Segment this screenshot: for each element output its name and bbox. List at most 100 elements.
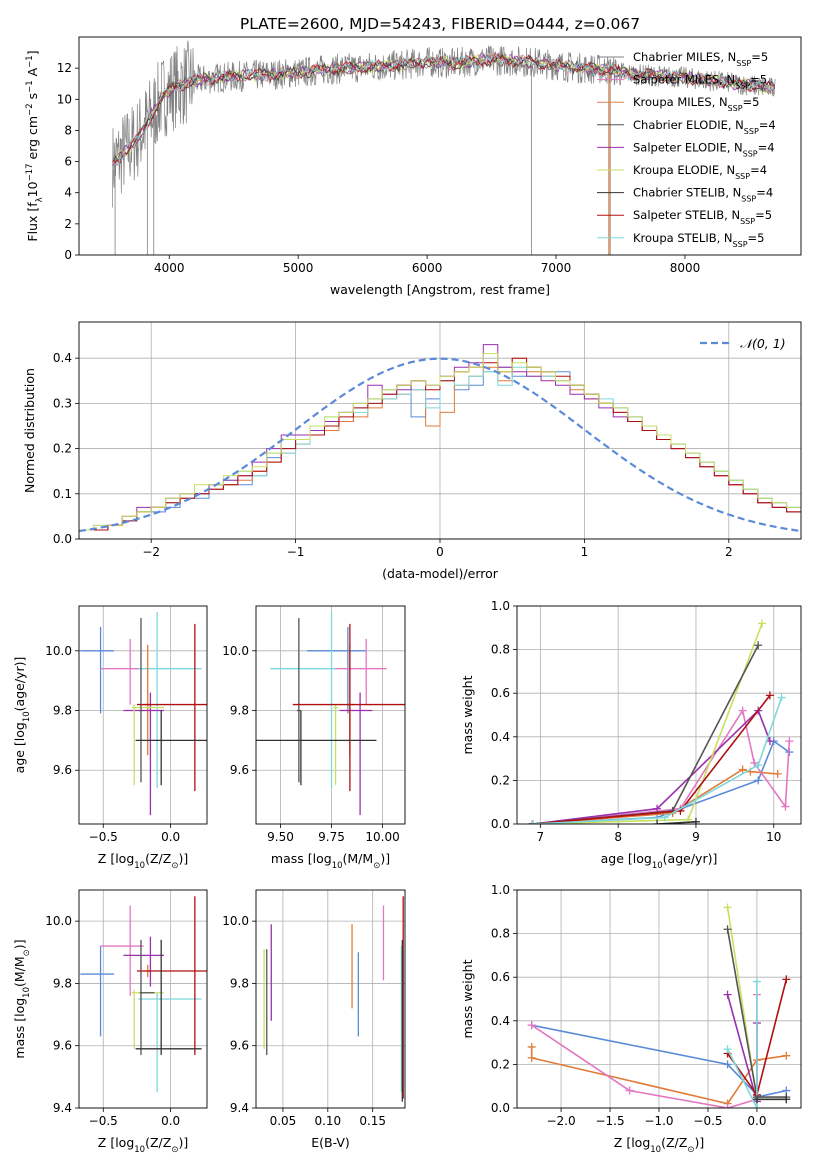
- tick-label-y: 10.0: [45, 914, 72, 928]
- axes-frame: [255, 889, 406, 1109]
- tick-label-x: 2: [725, 545, 733, 559]
- tick-label-y: 0.4: [491, 730, 510, 744]
- x-axis-label-part: age [log: [601, 851, 652, 866]
- legend-count: =4: [756, 186, 773, 200]
- mass-weight-vs-metallicity-panel: −2.0 −1.5 −1.0 −0.5 0.0 0.0 0.2 0.4 0.6 0.8 1.0 Z […: [460, 883, 802, 1155]
- tick-label-y: 9.8: [53, 976, 72, 990]
- legend-name: Chabrier ELODIE, N: [633, 118, 744, 132]
- tick-label-y: 0.1: [53, 487, 72, 501]
- x-axis-label-part: ⊙: [373, 861, 380, 871]
- weight-marker: [738, 765, 747, 774]
- legend-name: Salpeter STELIB, N: [633, 208, 740, 222]
- x-axis-label-part: ⊙: [171, 861, 178, 871]
- tick-label-y: 0.2: [491, 1057, 510, 1071]
- weight-marker: [754, 761, 763, 770]
- weight-marker: [625, 1086, 634, 1095]
- legend-name: Chabrier MILES, N: [633, 50, 736, 64]
- weight-marker: [527, 1021, 536, 1030]
- tick-label-x: 7000: [541, 261, 572, 275]
- tick-label-y: 9.6: [53, 763, 72, 777]
- tick-label-y: 0.0: [491, 1101, 510, 1115]
- x-axis-label: Z [log10(Z/Z⊙)]: [614, 1135, 704, 1155]
- axes-frame: [516, 605, 802, 825]
- histogram-kroupa-elodie: [79, 353, 801, 539]
- weight-marker: [773, 769, 782, 778]
- tick-label-x: 6000: [412, 261, 443, 275]
- weight-line: [532, 709, 771, 824]
- weight-marker: [777, 693, 786, 702]
- tick-label-x: −2: [142, 545, 160, 559]
- tick-label-y: 9.8: [230, 704, 249, 718]
- axes-frame: [78, 605, 208, 825]
- legend-count: =5: [748, 231, 765, 245]
- legend-label: Chabrier ELODIE, NSSP=4: [633, 118, 776, 136]
- weight-marker: [723, 903, 732, 912]
- tick-label-x: −1: [287, 545, 305, 559]
- plot-area: [256, 611, 405, 816]
- tick-label-y: 0: [64, 248, 72, 262]
- axes-frame: [78, 36, 802, 256]
- legend-sub: SSP: [733, 239, 748, 248]
- tick-label-x: 0.10: [314, 1114, 341, 1128]
- weight-line: [532, 697, 783, 824]
- x-axis-label-part: Z [log: [98, 851, 134, 866]
- x-axis-label: (data-model)/error: [382, 566, 499, 581]
- y-axis-label-part: 10: [22, 711, 32, 722]
- tick-label-y: 4: [64, 186, 72, 200]
- y-axis-label-part: λ: [35, 197, 45, 202]
- legend-count: =4: [758, 140, 775, 154]
- plot-area: [528, 619, 794, 824]
- x-axis-label-part: (Z/Z: [661, 1135, 687, 1150]
- y-axis-label-part: )]: [12, 939, 27, 949]
- tick-label-x: 7: [537, 830, 545, 844]
- tick-label-x: 9.50: [267, 830, 294, 844]
- tick-label-x: 0.15: [359, 1114, 386, 1128]
- tick-label-x: 0.05: [270, 1114, 297, 1128]
- weight-marker: [660, 813, 669, 822]
- age-vs-mass-panel: 9.50 9.75 10.00 9.6 9.8 10.0 mass [log10(M/M⊙)…: [222, 605, 406, 871]
- x-axis-label: wavelength [Angstrom, rest frame]: [330, 282, 550, 297]
- y-axis-label-part: s: [25, 93, 40, 104]
- weight-marker: [527, 1042, 536, 1051]
- tick-label-x: 4000: [154, 261, 185, 275]
- weight-line: [726, 981, 758, 1108]
- plot-area: [527, 903, 791, 1108]
- tick-label-y: 0.2: [53, 442, 72, 456]
- tick-label-y: 0.6: [491, 970, 510, 984]
- weight-marker: [752, 977, 761, 986]
- legend-name: Salpeter MILES, N: [633, 73, 735, 87]
- x-axis-label: Z [log10(Z/Z⊙)]: [98, 1135, 188, 1155]
- y-axis-label-part: −1: [25, 80, 35, 93]
- legend-sub: SSP: [740, 217, 755, 226]
- weight-marker: [653, 820, 662, 824]
- plot-area: [80, 896, 207, 1093]
- weight-line: [532, 644, 759, 824]
- tick-label-y: 2: [64, 217, 72, 231]
- legend-label: Kroupa ELODIE, NSSP=4: [633, 163, 767, 181]
- weight-marker: [782, 1051, 791, 1060]
- tick-label-y: 9.6: [230, 763, 249, 777]
- tick-label-x: 10.00: [365, 830, 399, 844]
- x-axis-label: E(B-V): [311, 1135, 350, 1150]
- tick-label-y: 0.6: [491, 686, 510, 700]
- mass-vs-metallicity-panel: −0.5 0.09.49.69.810.0Z [log10(Z/Z⊙)]mass …: [12, 889, 208, 1155]
- plot-area: [80, 611, 207, 816]
- tick-label-y: 0.0: [53, 532, 72, 546]
- x-axis-label-part: 10: [134, 861, 145, 871]
- y-axis-label: Flux [fλ10−17 erg cm−2 s−1 A−1]: [25, 50, 45, 241]
- tick-label-x: 0: [436, 545, 444, 559]
- legend-name: Kroupa STELIB, N: [633, 231, 733, 245]
- tick-label-x: −1.5: [595, 1114, 624, 1128]
- tick-label-x: −0.5: [693, 1114, 722, 1128]
- y-axis-label: mass weight: [460, 959, 475, 1038]
- legend-label: Salpeter STELIB, NSSP=5: [633, 208, 772, 226]
- y-axis-label-part: (age/yr)]: [12, 657, 27, 712]
- axes-frame: [516, 889, 802, 1109]
- model-spectrum-kroupa-stelib: [112, 54, 776, 169]
- x-axis-label: Z [log10(Z/Z⊙)]: [98, 851, 188, 871]
- x-axis-label-part: 10: [652, 861, 663, 871]
- tick-label-x: −2.0: [546, 1114, 575, 1128]
- y-axis-label: mass weight: [460, 675, 475, 754]
